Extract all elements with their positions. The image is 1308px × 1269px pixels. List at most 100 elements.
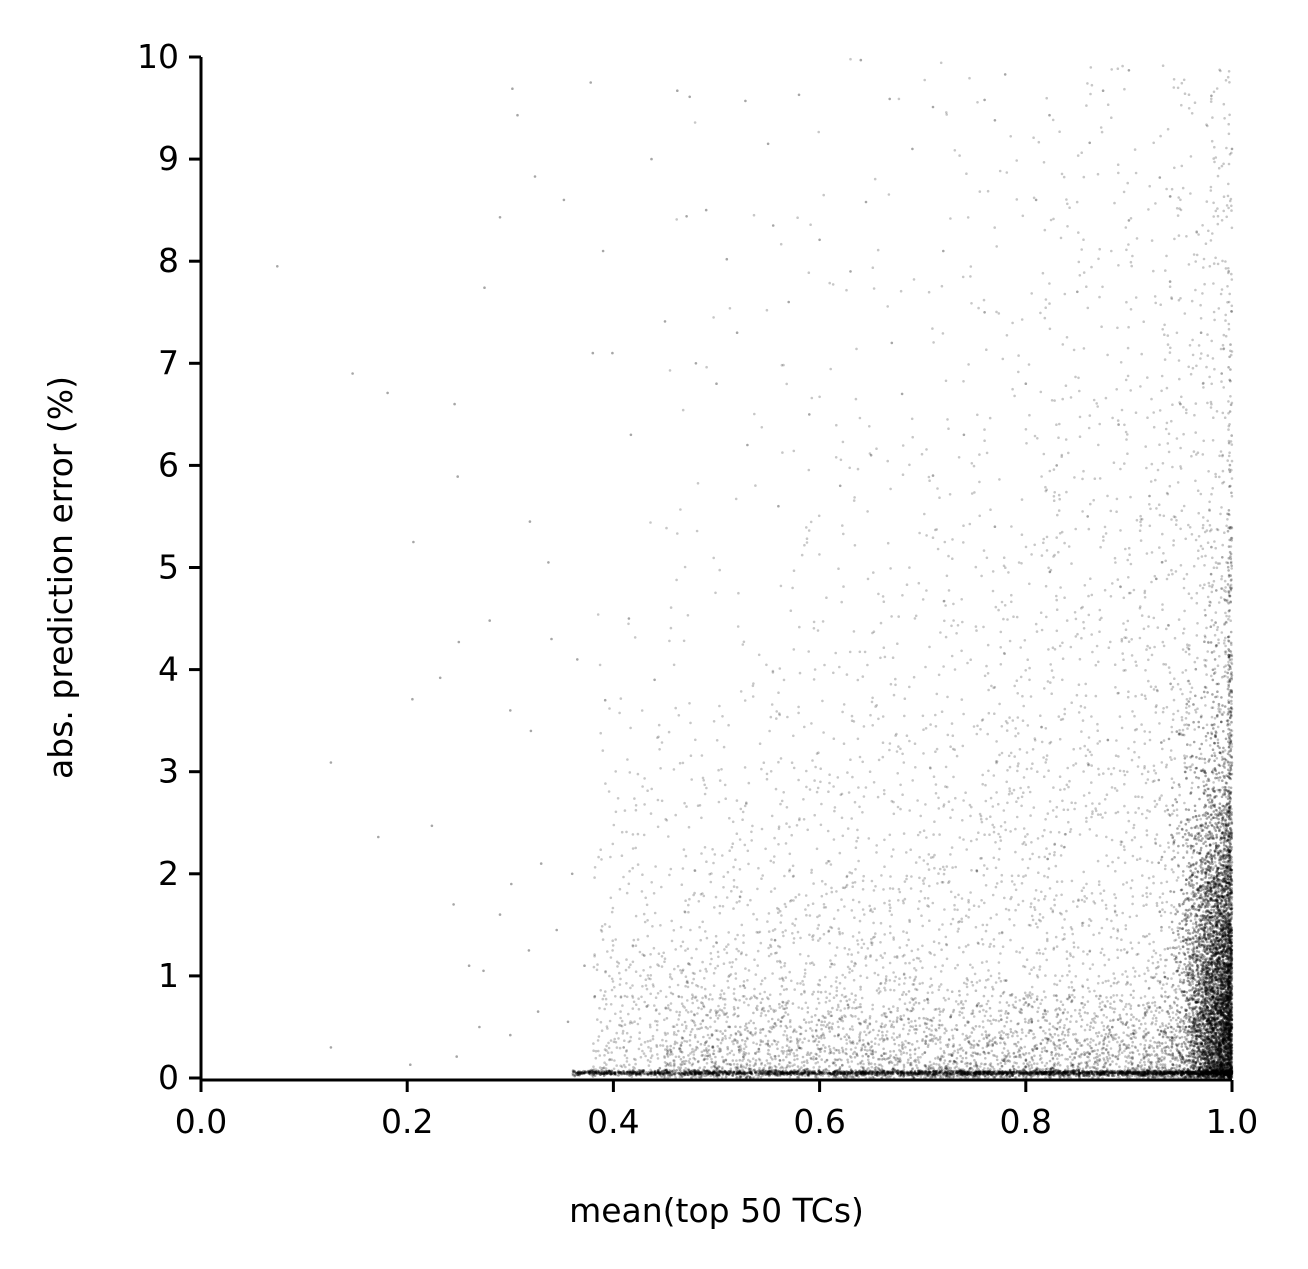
scatter-point xyxy=(976,101,979,104)
scatter-point xyxy=(838,932,842,936)
scatter-point xyxy=(1185,1015,1189,1018)
scatter-point xyxy=(812,620,816,624)
scatter-point xyxy=(1091,963,1095,966)
scatter-point xyxy=(881,956,884,959)
scatter-point xyxy=(1123,948,1126,951)
scatter-point xyxy=(825,892,828,896)
scatter-point xyxy=(1193,918,1197,921)
scatter-point xyxy=(843,987,846,990)
scatter-point xyxy=(812,1055,815,1059)
scatter-point xyxy=(696,985,700,988)
scatter-point xyxy=(650,1054,654,1057)
scatter-point xyxy=(728,307,732,310)
scatter-point xyxy=(1140,772,1144,776)
scatter-point xyxy=(783,964,786,968)
scatter-point xyxy=(970,805,973,809)
scatter-point xyxy=(1009,135,1012,138)
scatter-point xyxy=(1172,539,1175,542)
scatter-point xyxy=(1094,663,1098,667)
scatter-point xyxy=(1058,775,1062,778)
scatter-point xyxy=(716,950,720,954)
scatter-point xyxy=(692,1050,696,1053)
scatter-point xyxy=(1161,328,1164,331)
scatter-point xyxy=(1101,285,1104,289)
scatter-point xyxy=(1087,1071,1091,1074)
scatter-point xyxy=(1009,830,1012,833)
scatter-point xyxy=(836,1020,840,1024)
scatter-point xyxy=(1008,790,1012,793)
scatter-point xyxy=(738,999,741,1002)
scatter-point xyxy=(908,809,911,812)
scatter-point xyxy=(1100,616,1103,620)
scatter-point xyxy=(1177,945,1181,948)
scatter-point xyxy=(1228,153,1232,156)
scatter-point xyxy=(1224,319,1227,322)
scatter-point xyxy=(844,1047,848,1051)
scatter-point xyxy=(604,997,608,1001)
scatter-point xyxy=(412,540,415,544)
scatter-point xyxy=(1191,338,1194,342)
scatter-point xyxy=(910,875,913,878)
scatter-point xyxy=(986,189,990,193)
scatter-point xyxy=(911,435,914,439)
scatter-point xyxy=(1098,477,1102,480)
scatter-point xyxy=(829,367,832,371)
scatter-point xyxy=(670,919,673,923)
scatter-point xyxy=(827,790,830,793)
scatter-point xyxy=(1052,217,1055,221)
scatter-point xyxy=(934,1070,938,1074)
scatter-point xyxy=(695,529,699,533)
scatter-point xyxy=(981,943,985,946)
scatter-point xyxy=(1183,765,1187,769)
scatter-point xyxy=(897,745,900,748)
scatter-point xyxy=(1014,734,1017,738)
scatter-point xyxy=(941,1010,945,1013)
scatter-point xyxy=(1105,835,1108,839)
scatter-point xyxy=(619,1010,622,1013)
scatter-point xyxy=(784,1003,788,1007)
scatter-point xyxy=(1054,974,1057,977)
scatter-point xyxy=(1123,861,1127,865)
scatter-point xyxy=(1095,402,1098,405)
scatter-point xyxy=(832,737,836,740)
scatter-point xyxy=(1227,327,1231,331)
scatter-point xyxy=(1190,299,1194,303)
scatter-point xyxy=(1004,1075,1007,1078)
scatter-point xyxy=(1135,953,1139,956)
scatter-point xyxy=(1194,538,1198,542)
scatter-point xyxy=(970,462,974,465)
scatter-point xyxy=(730,845,734,849)
scatter-point xyxy=(1115,982,1119,985)
scatter-point xyxy=(1145,552,1149,555)
scatter-point xyxy=(898,890,902,894)
scatter-point xyxy=(1226,1074,1230,1077)
scatter-point xyxy=(1082,886,1085,890)
scatter-point xyxy=(663,320,667,323)
scatter-point xyxy=(1170,928,1174,931)
scatter-point xyxy=(1105,917,1109,921)
scatter-point xyxy=(1210,97,1213,101)
scatter-point xyxy=(1015,679,1019,682)
scatter-point xyxy=(960,698,964,701)
scatter-point xyxy=(884,988,887,992)
scatter-point xyxy=(612,823,616,827)
scatter-point xyxy=(626,758,629,761)
scatter-point xyxy=(1220,506,1223,509)
scatter-point xyxy=(1176,86,1180,90)
scatter-point xyxy=(749,1019,753,1023)
scatter-point xyxy=(765,777,769,781)
scatter-point xyxy=(1049,663,1052,666)
scatter-point xyxy=(1148,810,1151,813)
scatter-point xyxy=(760,877,763,880)
scatter-point xyxy=(969,814,972,818)
scatter-point xyxy=(1002,1031,1005,1035)
scatter-point xyxy=(816,990,820,994)
scatter-point xyxy=(1055,1007,1058,1011)
scatter-point xyxy=(1040,554,1044,557)
scatter-point xyxy=(730,889,733,893)
scatter-point xyxy=(716,1076,720,1079)
scatter-point xyxy=(1140,352,1143,356)
scatter-point xyxy=(1119,1016,1122,1019)
scatter-point xyxy=(1185,572,1189,576)
scatter-point xyxy=(1057,1070,1060,1074)
